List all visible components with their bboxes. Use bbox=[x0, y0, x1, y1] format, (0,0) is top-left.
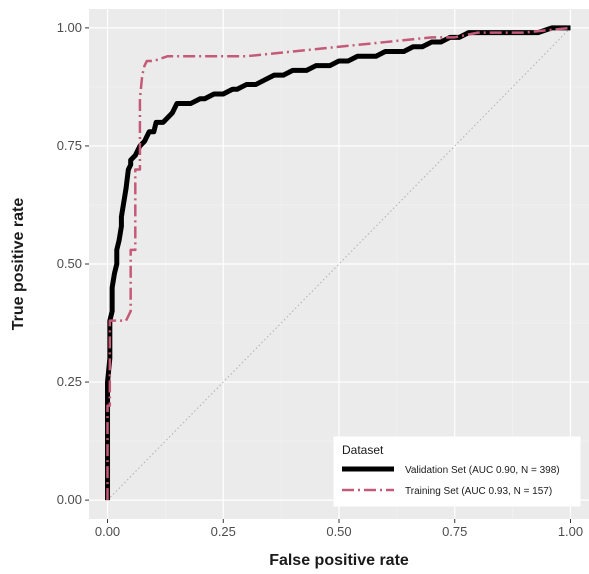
x-tick-label: 0.50 bbox=[326, 524, 351, 539]
legend: Dataset Validation Set (AUC 0.90, N = 39… bbox=[333, 436, 581, 507]
x-tick-label: 0.75 bbox=[442, 524, 467, 539]
y-tick-label: 0.50 bbox=[57, 256, 82, 271]
legend-label-training: Training Set (AUC 0.93, N = 157) bbox=[405, 486, 552, 497]
series-lines bbox=[105, 25, 571, 501]
x-tick-label: 0.00 bbox=[95, 524, 120, 539]
legend-label-validation: Validation Set (AUC 0.90, N = 398) bbox=[405, 465, 560, 476]
y-tick-label: 1.00 bbox=[57, 20, 82, 35]
y-tick-label: 0.00 bbox=[57, 492, 82, 507]
legend-title: Dataset bbox=[342, 443, 384, 457]
x-axis-title: False positive rate bbox=[269, 552, 409, 569]
axis-ticks: 0.00 0.25 0.50 0.75 1.00 0.00 0.25 0.50 0.75 1.00 bbox=[57, 20, 583, 539]
y-tick-label: 0.25 bbox=[57, 374, 82, 389]
y-tick-label: 0.75 bbox=[57, 138, 82, 153]
x-tick-label: 0.25 bbox=[211, 524, 236, 539]
y-axis-title: True positive rate bbox=[10, 198, 27, 331]
x-tick-label: 1.00 bbox=[558, 524, 583, 539]
training-roc-line bbox=[106, 26, 571, 501]
validation-roc-line bbox=[105, 25, 571, 501]
